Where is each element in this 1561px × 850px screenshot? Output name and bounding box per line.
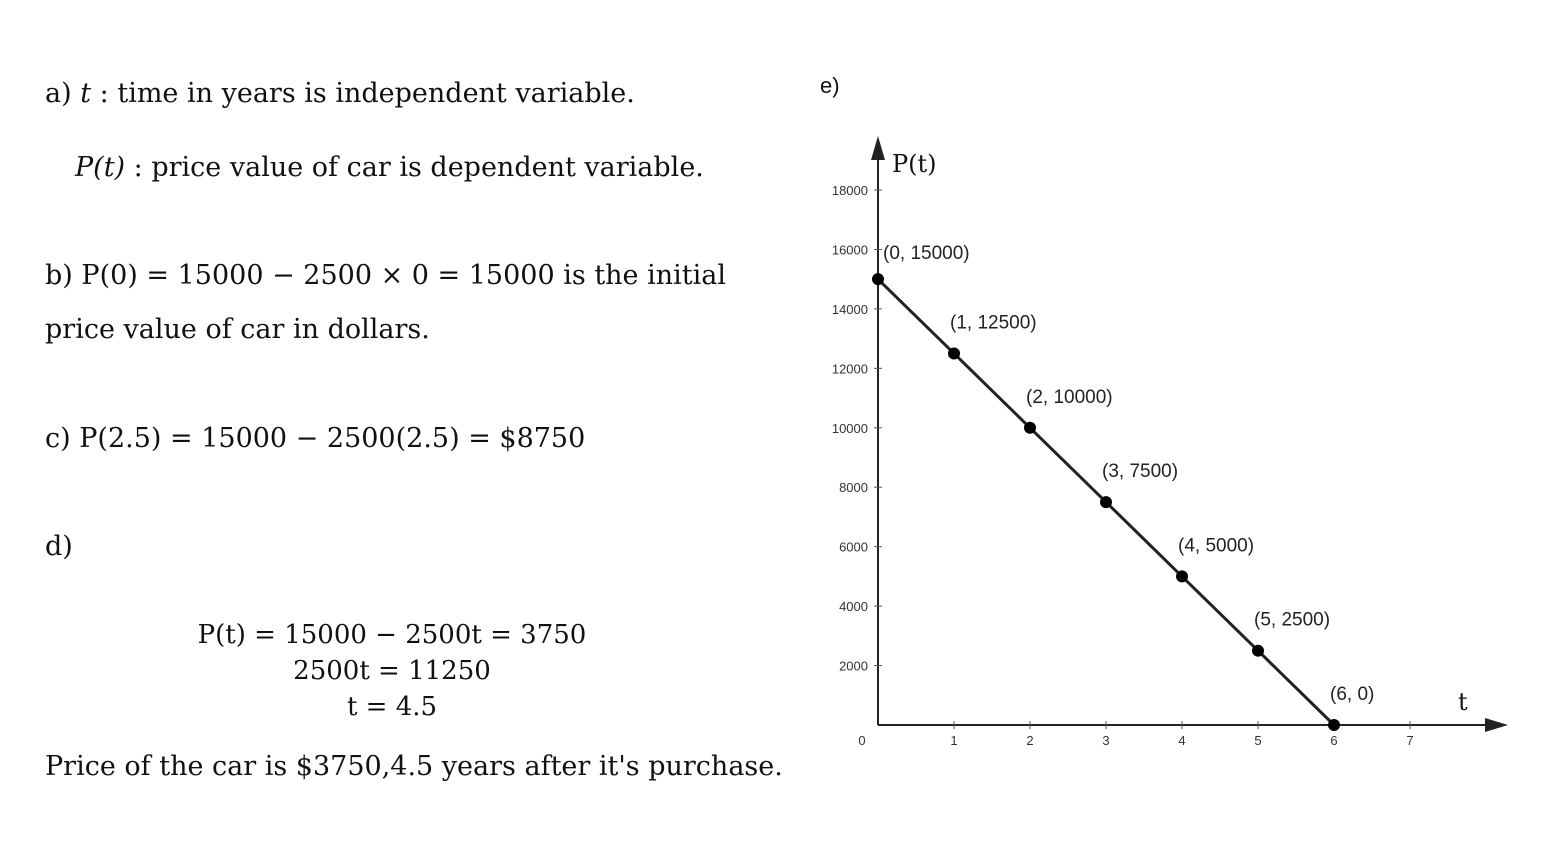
y-axis-arrow: [871, 136, 885, 160]
part-c-prefix: c): [45, 423, 80, 454]
part-d-label: d): [45, 531, 73, 562]
y-axis-label: P(t): [892, 150, 937, 178]
data-point: [1024, 421, 1036, 434]
data-point-label: (6, 0): [1330, 684, 1374, 705]
part-a-line2: P(t) : price value of car is dependent v…: [75, 152, 704, 183]
x-tick-label: 4: [1178, 733, 1185, 748]
x-axis-arrow: [1485, 718, 1508, 732]
chart-axes: [871, 136, 1508, 732]
data-point: [1252, 644, 1264, 657]
part-b-equation: P(0) = 15000 − 2500 × 0 = 15000: [81, 260, 555, 291]
y-tick-label: 16000: [832, 242, 868, 257]
data-point: [948, 347, 960, 360]
y-tick-label: 4000: [839, 599, 868, 614]
y-tick-label: 6000: [839, 540, 868, 555]
part-e-label: e): [820, 73, 840, 98]
data-point: [1328, 719, 1340, 731]
part-a-function: P(t): [75, 152, 126, 183]
y-tick-label: 18000: [832, 183, 868, 198]
data-point-label: (3, 7500): [1102, 461, 1178, 482]
price-chart: e) 0 1 2 3 4 5 6 7 2000 4000 6000 8000 10000 12000 140…: [820, 73, 1508, 748]
x-tick-label: 7: [1406, 733, 1413, 748]
x-tick-label: 5: [1254, 733, 1261, 748]
data-point-label: (2, 10000): [1026, 387, 1113, 408]
x-tick-label: 0: [858, 733, 865, 748]
part-a-prefix: a): [45, 78, 81, 109]
part-d-equation-1: P(t) = 15000 − 2500t = 3750: [197, 620, 587, 650]
y-tick-label: 14000: [832, 302, 868, 317]
y-tick-label: 8000: [839, 480, 868, 495]
part-a-text2: : price value of car is dependent variab…: [125, 152, 704, 183]
part-d-equation-2: 2500t = 11250: [293, 656, 491, 686]
x-tick-label: 6: [1330, 733, 1337, 748]
x-axis-label: t: [1458, 688, 1468, 716]
part-b-prefix: b): [45, 260, 82, 291]
part-c-equation: P(2.5) = 15000 − 2500(2.5) = $8750: [79, 423, 586, 454]
y-tick-label: 2000: [839, 659, 868, 674]
part-a-variable: t: [80, 78, 92, 109]
x-tick-label: 3: [1102, 733, 1109, 748]
part-b-line2: price value of car in dollars.: [45, 314, 430, 345]
y-tick-label: 12000: [832, 361, 868, 376]
part-c-line: c) P(2.5) = 15000 − 2500(2.5) = $8750: [45, 423, 585, 454]
part-a-line1: a) t : time in years is independent vari…: [45, 78, 635, 109]
part-b-text: is the initial: [554, 260, 726, 291]
chart-series: (0, 15000) (1, 12500) (2, 10000) (3, 7500) (…: [872, 243, 1374, 731]
x-tick-label: 2: [1026, 733, 1033, 748]
conclusion-text: Price of the car is $3750,4.5 years afte…: [45, 751, 783, 782]
part-d-equation-3: t = 4.5: [346, 692, 438, 722]
part-b-line1: b) P(0) = 15000 − 2500 × 0 = 15000 is th…: [45, 260, 726, 291]
y-tick-label: 10000: [832, 421, 868, 436]
x-tick-label: 1: [950, 733, 957, 748]
data-point: [1100, 496, 1112, 509]
data-point: [872, 273, 884, 286]
data-point-label: (0, 15000): [883, 243, 970, 264]
part-a-text: : time in years is independent variable.: [91, 78, 635, 109]
data-point-label: (1, 12500): [950, 312, 1037, 333]
data-point-label: (4, 5000): [1178, 535, 1254, 556]
data-point: [1176, 570, 1188, 583]
chart-ticks: 0 1 2 3 4 5 6 7 2000 4000 6000 8000 10000 12000 14000 1…: [832, 183, 1414, 748]
data-point-label: (5, 2500): [1254, 610, 1330, 631]
